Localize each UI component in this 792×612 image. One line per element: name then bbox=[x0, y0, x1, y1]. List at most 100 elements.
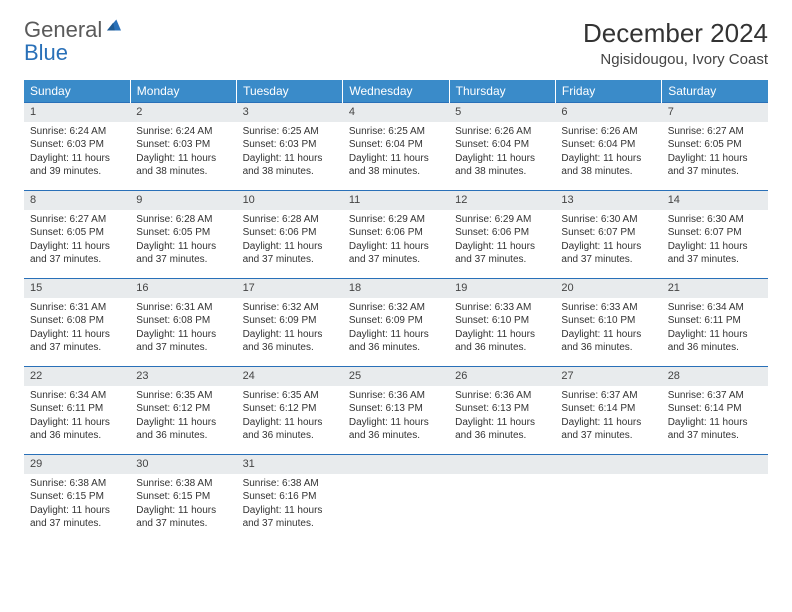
calendar-day-cell: 16Sunrise: 6:31 AMSunset: 6:08 PMDayligh… bbox=[130, 279, 236, 367]
day-number: 8 bbox=[24, 191, 130, 210]
calendar-day-cell: .. bbox=[449, 455, 555, 543]
calendar-day-cell: 26Sunrise: 6:36 AMSunset: 6:13 PMDayligh… bbox=[449, 367, 555, 455]
logo-text-2: Blue bbox=[24, 40, 68, 65]
calendar-week-row: 8Sunrise: 6:27 AMSunset: 6:05 PMDaylight… bbox=[24, 191, 768, 279]
calendar-day-cell: .. bbox=[662, 455, 768, 543]
calendar-week-row: 15Sunrise: 6:31 AMSunset: 6:08 PMDayligh… bbox=[24, 279, 768, 367]
calendar-day-cell: 25Sunrise: 6:36 AMSunset: 6:13 PMDayligh… bbox=[343, 367, 449, 455]
day-details: Sunrise: 6:35 AMSunset: 6:12 PMDaylight:… bbox=[237, 386, 343, 449]
day-number: 19 bbox=[449, 279, 555, 298]
weekday-header: Monday bbox=[130, 80, 236, 103]
day-number: 17 bbox=[237, 279, 343, 298]
day-details: Sunrise: 6:34 AMSunset: 6:11 PMDaylight:… bbox=[24, 386, 130, 449]
day-details: Sunrise: 6:38 AMSunset: 6:16 PMDaylight:… bbox=[237, 474, 343, 537]
calendar-day-cell: .. bbox=[555, 455, 661, 543]
calendar-day-cell: 9Sunrise: 6:28 AMSunset: 6:05 PMDaylight… bbox=[130, 191, 236, 279]
day-number: 12 bbox=[449, 191, 555, 210]
weekday-header: Tuesday bbox=[237, 80, 343, 103]
day-number: 15 bbox=[24, 279, 130, 298]
day-details: Sunrise: 6:33 AMSunset: 6:10 PMDaylight:… bbox=[449, 298, 555, 361]
calendar-day-cell: 27Sunrise: 6:37 AMSunset: 6:14 PMDayligh… bbox=[555, 367, 661, 455]
day-details: Sunrise: 6:29 AMSunset: 6:06 PMDaylight:… bbox=[343, 210, 449, 273]
day-details: Sunrise: 6:25 AMSunset: 6:03 PMDaylight:… bbox=[237, 122, 343, 185]
day-number: 18 bbox=[343, 279, 449, 298]
page-title: December 2024 bbox=[583, 18, 768, 49]
calendar-day-cell: 10Sunrise: 6:28 AMSunset: 6:06 PMDayligh… bbox=[237, 191, 343, 279]
calendar-day-cell: 3Sunrise: 6:25 AMSunset: 6:03 PMDaylight… bbox=[237, 103, 343, 191]
weekday-header: Wednesday bbox=[343, 80, 449, 103]
calendar-day-cell: 19Sunrise: 6:33 AMSunset: 6:10 PMDayligh… bbox=[449, 279, 555, 367]
calendar-day-cell: 28Sunrise: 6:37 AMSunset: 6:14 PMDayligh… bbox=[662, 367, 768, 455]
day-number: 10 bbox=[237, 191, 343, 210]
day-details: Sunrise: 6:30 AMSunset: 6:07 PMDaylight:… bbox=[662, 210, 768, 273]
calendar-day-cell: 17Sunrise: 6:32 AMSunset: 6:09 PMDayligh… bbox=[237, 279, 343, 367]
calendar-day-cell: 23Sunrise: 6:35 AMSunset: 6:12 PMDayligh… bbox=[130, 367, 236, 455]
location: Ngisidougou, Ivory Coast bbox=[583, 51, 768, 68]
calendar-day-cell: 31Sunrise: 6:38 AMSunset: 6:16 PMDayligh… bbox=[237, 455, 343, 543]
calendar-day-cell: 7Sunrise: 6:27 AMSunset: 6:05 PMDaylight… bbox=[662, 103, 768, 191]
day-details: Sunrise: 6:26 AMSunset: 6:04 PMDaylight:… bbox=[555, 122, 661, 185]
day-details: Sunrise: 6:31 AMSunset: 6:08 PMDaylight:… bbox=[130, 298, 236, 361]
calendar-day-cell: 8Sunrise: 6:27 AMSunset: 6:05 PMDaylight… bbox=[24, 191, 130, 279]
calendar-day-cell: 22Sunrise: 6:34 AMSunset: 6:11 PMDayligh… bbox=[24, 367, 130, 455]
day-number: 27 bbox=[555, 367, 661, 386]
day-details: Sunrise: 6:28 AMSunset: 6:05 PMDaylight:… bbox=[130, 210, 236, 273]
calendar-table: SundayMondayTuesdayWednesdayThursdayFrid… bbox=[24, 80, 768, 543]
day-number: 13 bbox=[555, 191, 661, 210]
day-details: Sunrise: 6:24 AMSunset: 6:03 PMDaylight:… bbox=[130, 122, 236, 185]
day-details: Sunrise: 6:38 AMSunset: 6:15 PMDaylight:… bbox=[24, 474, 130, 537]
day-details: Sunrise: 6:26 AMSunset: 6:04 PMDaylight:… bbox=[449, 122, 555, 185]
day-details: Sunrise: 6:28 AMSunset: 6:06 PMDaylight:… bbox=[237, 210, 343, 273]
day-number: 29 bbox=[24, 455, 130, 474]
day-number: 9 bbox=[130, 191, 236, 210]
logo-text-1: General bbox=[24, 17, 102, 42]
day-details: Sunrise: 6:35 AMSunset: 6:12 PMDaylight:… bbox=[130, 386, 236, 449]
calendar-day-cell: 13Sunrise: 6:30 AMSunset: 6:07 PMDayligh… bbox=[555, 191, 661, 279]
calendar-day-cell: 14Sunrise: 6:30 AMSunset: 6:07 PMDayligh… bbox=[662, 191, 768, 279]
calendar-day-cell: .. bbox=[343, 455, 449, 543]
weekday-header: Sunday bbox=[24, 80, 130, 103]
day-details: Sunrise: 6:24 AMSunset: 6:03 PMDaylight:… bbox=[24, 122, 130, 185]
day-number: 25 bbox=[343, 367, 449, 386]
calendar-day-cell: 30Sunrise: 6:38 AMSunset: 6:15 PMDayligh… bbox=[130, 455, 236, 543]
day-number: 28 bbox=[662, 367, 768, 386]
day-details: Sunrise: 6:32 AMSunset: 6:09 PMDaylight:… bbox=[343, 298, 449, 361]
day-number: 2 bbox=[130, 103, 236, 122]
calendar-day-cell: 1Sunrise: 6:24 AMSunset: 6:03 PMDaylight… bbox=[24, 103, 130, 191]
day-details: Sunrise: 6:38 AMSunset: 6:15 PMDaylight:… bbox=[130, 474, 236, 537]
day-number: 16 bbox=[130, 279, 236, 298]
day-details: Sunrise: 6:33 AMSunset: 6:10 PMDaylight:… bbox=[555, 298, 661, 361]
calendar-day-cell: 5Sunrise: 6:26 AMSunset: 6:04 PMDaylight… bbox=[449, 103, 555, 191]
day-number: 23 bbox=[130, 367, 236, 386]
day-details: Sunrise: 6:27 AMSunset: 6:05 PMDaylight:… bbox=[662, 122, 768, 185]
calendar-day-cell: 21Sunrise: 6:34 AMSunset: 6:11 PMDayligh… bbox=[662, 279, 768, 367]
day-number: 6 bbox=[555, 103, 661, 122]
weekday-header-row: SundayMondayTuesdayWednesdayThursdayFrid… bbox=[24, 80, 768, 103]
calendar-week-row: 22Sunrise: 6:34 AMSunset: 6:11 PMDayligh… bbox=[24, 367, 768, 455]
day-details: Sunrise: 6:32 AMSunset: 6:09 PMDaylight:… bbox=[237, 298, 343, 361]
day-number: 20 bbox=[555, 279, 661, 298]
day-number: 31 bbox=[237, 455, 343, 474]
calendar-day-cell: 15Sunrise: 6:31 AMSunset: 6:08 PMDayligh… bbox=[24, 279, 130, 367]
weekday-header: Saturday bbox=[662, 80, 768, 103]
calendar-day-cell: 29Sunrise: 6:38 AMSunset: 6:15 PMDayligh… bbox=[24, 455, 130, 543]
day-number: 4 bbox=[343, 103, 449, 122]
day-details: Sunrise: 6:36 AMSunset: 6:13 PMDaylight:… bbox=[449, 386, 555, 449]
calendar-day-cell: 4Sunrise: 6:25 AMSunset: 6:04 PMDaylight… bbox=[343, 103, 449, 191]
calendar-day-cell: 6Sunrise: 6:26 AMSunset: 6:04 PMDaylight… bbox=[555, 103, 661, 191]
day-details: Sunrise: 6:30 AMSunset: 6:07 PMDaylight:… bbox=[555, 210, 661, 273]
header: GeneralBlue December 2024 Ngisidougou, I… bbox=[24, 18, 768, 68]
day-details: Sunrise: 6:31 AMSunset: 6:08 PMDaylight:… bbox=[24, 298, 130, 361]
day-number: 21 bbox=[662, 279, 768, 298]
calendar-day-cell: 12Sunrise: 6:29 AMSunset: 6:06 PMDayligh… bbox=[449, 191, 555, 279]
day-number: 7 bbox=[662, 103, 768, 122]
day-number: 5 bbox=[449, 103, 555, 122]
weekday-header: Thursday bbox=[449, 80, 555, 103]
calendar-week-row: 29Sunrise: 6:38 AMSunset: 6:15 PMDayligh… bbox=[24, 455, 768, 543]
day-number: 30 bbox=[130, 455, 236, 474]
day-details: Sunrise: 6:37 AMSunset: 6:14 PMDaylight:… bbox=[662, 386, 768, 449]
day-details: Sunrise: 6:34 AMSunset: 6:11 PMDaylight:… bbox=[662, 298, 768, 361]
calendar-day-cell: 18Sunrise: 6:32 AMSunset: 6:09 PMDayligh… bbox=[343, 279, 449, 367]
day-number: 11 bbox=[343, 191, 449, 210]
day-details: Sunrise: 6:37 AMSunset: 6:14 PMDaylight:… bbox=[555, 386, 661, 449]
